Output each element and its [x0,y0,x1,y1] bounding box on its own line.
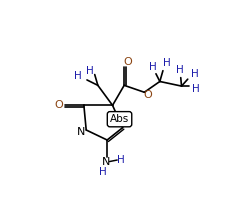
Text: N: N [77,127,86,137]
Text: H: H [117,155,125,165]
Text: H: H [74,71,82,81]
Text: N: N [101,156,110,167]
Text: H: H [191,69,199,79]
Text: H: H [163,58,171,68]
Text: H: H [176,65,184,75]
Text: H: H [86,66,94,76]
Text: H: H [149,62,157,72]
Text: O: O [144,90,153,100]
Text: Abs: Abs [110,114,129,124]
Text: H: H [192,84,200,94]
Text: O: O [123,57,132,67]
Text: O: O [55,100,64,110]
Text: H: H [99,167,106,177]
